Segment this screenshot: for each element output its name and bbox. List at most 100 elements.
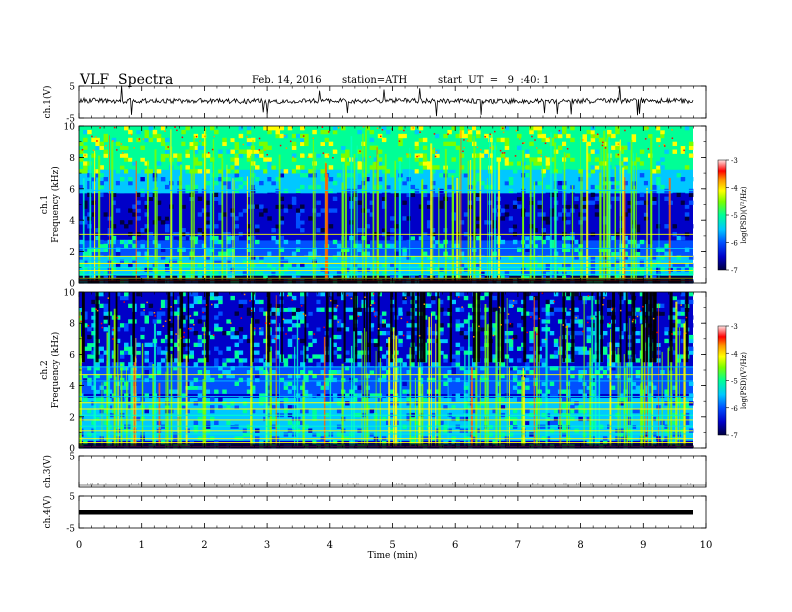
sferic-streak (670, 341, 673, 446)
spectrogram-cell (578, 409, 583, 414)
spectrogram-cell (316, 149, 321, 154)
spectrogram-cell (578, 350, 583, 355)
hot-pixel (321, 126, 324, 129)
spectrogram-cell (566, 161, 571, 166)
spectrogram-cell (463, 173, 469, 178)
sferic-streak (399, 357, 402, 446)
spectrogram-cell (386, 323, 391, 328)
sferic-streak (393, 328, 395, 446)
sferic-streak (95, 370, 97, 446)
spectrogram-cell (99, 292, 104, 297)
spectrogram-cell (406, 416, 411, 422)
spectrogram-cell (459, 267, 465, 272)
spectrogram-cell (164, 228, 170, 233)
spectrogram-cell (144, 373, 149, 379)
spectrogram-cell (545, 315, 551, 320)
spectrogram-cell (189, 381, 195, 386)
spectrogram-cell (226, 177, 231, 182)
spectrogram-cell (631, 424, 637, 429)
spectrogram-cell (623, 323, 628, 328)
spectrogram-cell (570, 126, 575, 131)
spectrogram-cell (115, 200, 121, 205)
spectrogram-cell (144, 350, 149, 355)
spectrogram-cell (316, 200, 321, 205)
sferic-streak (650, 367, 652, 446)
spectrogram-cell (467, 350, 473, 355)
spectrogram-cell (545, 389, 551, 394)
spectrogram-cell (639, 311, 645, 316)
spectrogram-cell (406, 334, 411, 340)
spectrogram-cell (639, 239, 645, 245)
spectrogram-cell (435, 149, 440, 154)
spectrogram-cell (353, 255, 358, 260)
spectrogram-cell (99, 243, 104, 249)
spectrogram-cell (283, 319, 289, 324)
spectrogram-cell (160, 432, 166, 437)
spectrogram-cell (255, 149, 260, 154)
spectrogram-cell (201, 307, 207, 312)
spectrogram-cell (476, 173, 481, 178)
spectrogram-cell (115, 251, 121, 256)
spectrogram-cell (87, 180, 92, 186)
spectrogram-cell (148, 192, 154, 198)
spectrogram-cell (197, 216, 203, 221)
spectrogram-cell (410, 416, 416, 422)
spectrogram-cell (480, 188, 485, 194)
spectrogram-cell (529, 354, 534, 359)
spectrogram-cell (598, 137, 604, 143)
spectrogram-cell (345, 307, 350, 312)
spectrogram-cell (537, 137, 542, 143)
spectrogram-cell (615, 228, 620, 233)
spectrogram-cell (688, 299, 694, 305)
spectrogram-cell (549, 342, 555, 347)
spectrogram-cell (164, 184, 170, 190)
sferic-streak (560, 323, 562, 446)
spectrogram-cell (590, 267, 596, 272)
spectrogram-cell (394, 145, 399, 150)
spectrogram-cell (414, 420, 420, 425)
spectrogram-cell (177, 161, 182, 166)
spectrogram-cell (443, 299, 448, 305)
spectrogram-cell (267, 192, 272, 198)
sferic-streak (302, 379, 305, 446)
spectrogram-cell (672, 157, 678, 162)
spectrogram-cell (95, 362, 100, 367)
spectrogram-cell (185, 126, 190, 131)
sferic-streak (376, 154, 379, 281)
spectrogram-cell (582, 370, 587, 375)
spectrogram-cell (553, 409, 559, 414)
spectrogram-cell (373, 165, 379, 170)
spectrogram-cell (439, 338, 444, 344)
hot-pixel (242, 143, 245, 146)
spectrogram-cell (300, 165, 305, 170)
spectrogram-cell (566, 393, 571, 398)
spectrogram-cell (386, 224, 391, 229)
hot-pixel (457, 296, 460, 298)
hot-pixel (254, 327, 256, 330)
sferic-streak (269, 351, 271, 446)
spectrogram-cell (463, 169, 469, 174)
spectrogram-cell (128, 424, 133, 429)
hot-pixel (526, 331, 529, 334)
hot-pixel (312, 137, 314, 140)
spectrogram-cell (529, 338, 534, 344)
spectrogram-cell (484, 220, 489, 225)
spectrogram-cell (627, 133, 632, 139)
spectrogram-cell (291, 157, 297, 162)
spectrogram-cell (160, 299, 166, 305)
spectrogram-cell (283, 381, 289, 386)
spectrogram-cell (136, 192, 141, 198)
hot-pixel (213, 135, 215, 138)
spectrogram-cell (435, 420, 440, 425)
spectrogram-cell (209, 271, 215, 276)
spectrogram-cell (181, 405, 186, 410)
spectrogram-cell (189, 385, 195, 390)
hot-pixel (291, 299, 293, 301)
spectrogram-cell (119, 188, 125, 194)
spectrogram-cell (316, 212, 321, 217)
spectrogram-cell (496, 157, 502, 162)
spectrogram-cell (410, 271, 416, 276)
dark-streak (187, 292, 189, 363)
spectrogram-cell (185, 389, 190, 394)
spectrogram-cell (402, 247, 407, 252)
